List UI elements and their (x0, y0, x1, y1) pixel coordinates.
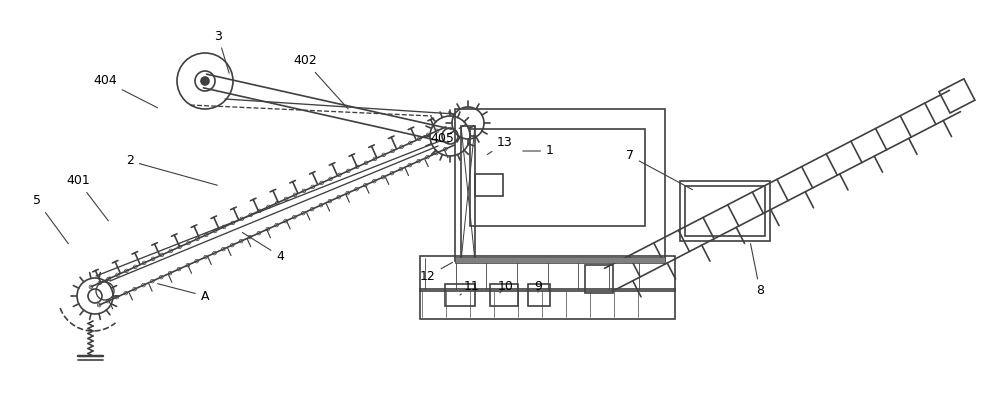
Bar (461, 126, 475, 261)
Text: 9: 9 (534, 279, 542, 292)
Bar (585, 265, 613, 293)
Bar (490, 284, 518, 306)
Text: 2: 2 (126, 154, 217, 185)
Text: 401: 401 (66, 174, 108, 221)
Bar (455, 109, 665, 261)
Text: 11: 11 (460, 279, 480, 295)
Text: 12: 12 (420, 262, 453, 282)
Bar (528, 284, 550, 306)
Text: 7: 7 (626, 150, 693, 190)
Bar (420, 256, 675, 291)
Text: 8: 8 (751, 244, 764, 298)
Bar (939, 79, 975, 113)
Text: 3: 3 (214, 30, 229, 73)
Text: 1: 1 (523, 144, 554, 158)
Bar (685, 186, 765, 236)
Circle shape (201, 77, 209, 85)
Text: 405: 405 (430, 124, 466, 146)
Bar (475, 174, 503, 196)
Text: 10: 10 (498, 279, 514, 293)
Bar (680, 181, 770, 241)
Bar (470, 129, 645, 226)
Text: 5: 5 (33, 194, 68, 244)
Text: 402: 402 (293, 55, 348, 109)
Bar (420, 289, 675, 319)
Text: 13: 13 (487, 136, 513, 154)
Bar (445, 284, 475, 306)
Text: A: A (158, 284, 209, 302)
Bar (455, 257, 665, 263)
Text: 404: 404 (93, 75, 158, 108)
Text: 4: 4 (242, 233, 284, 263)
